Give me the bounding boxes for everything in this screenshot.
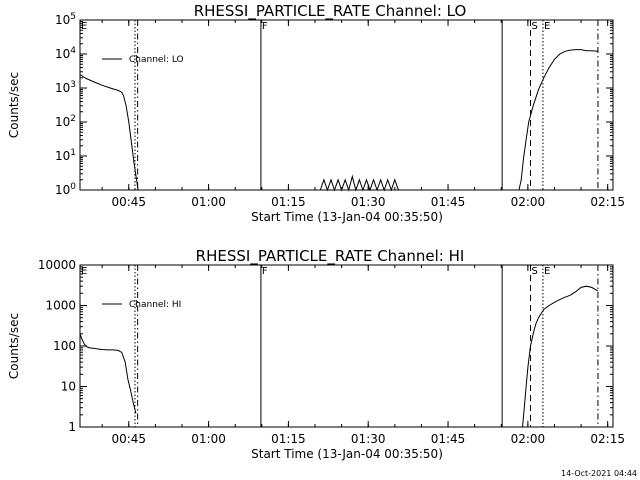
time-marker-label: F: [262, 21, 268, 32]
x-axis-label: Start Time (13-Jan-04 00:35:50): [251, 447, 443, 461]
x-tick-label: 00:45: [111, 432, 146, 446]
x-tick-label: 01:00: [191, 195, 226, 209]
y-tick-label: 1: [68, 420, 76, 434]
y-axis-label: Counts/sec: [7, 313, 21, 379]
x-tick-label: 01:00: [191, 432, 226, 446]
x-tick-label: 02:15: [590, 195, 625, 209]
x-tick-label: 01:15: [271, 195, 306, 209]
time-marker-label: E: [81, 21, 87, 32]
x-tick-label: 02:00: [511, 195, 546, 209]
panel-hi: RHESSI_PARTICLE_RATE Channel: HI 00:45 01:…: [7, 247, 625, 461]
y-tick-label: 101: [55, 148, 76, 163]
data-line: [319, 174, 401, 192]
y-tick-label: 1000: [45, 299, 76, 313]
footer-date: 14-Oct-2021 04:44: [561, 469, 637, 478]
time-marker-label: S: [532, 21, 538, 32]
y-tick-label: 103: [55, 80, 76, 95]
time-marker-label: E: [544, 266, 550, 277]
x-tick-label: 02:15: [590, 432, 625, 446]
x-tick-label: 02:00: [511, 432, 546, 446]
data-line: [522, 285, 599, 428]
plot-frame: [79, 264, 614, 428]
y-tick-label: 100: [53, 339, 76, 353]
y-tick-label: 10: [61, 380, 76, 394]
data-line: [79, 333, 137, 414]
x-tick-label: 01:30: [351, 432, 386, 446]
time-marker-label: S: [532, 266, 538, 277]
y-tick-label: 105: [55, 12, 76, 27]
y-axis-label: Counts/sec: [7, 72, 21, 138]
x-axis-label: Start Time (13-Jan-04 00:35:50): [251, 210, 443, 224]
legend-label: Channel: HI: [129, 300, 181, 310]
x-tick-label: 00:45: [111, 195, 146, 209]
time-marker-label: E: [81, 266, 87, 277]
time-marker-label: E: [544, 21, 550, 32]
chart-title: RHESSI_PARTICLE_RATE Channel: HI: [196, 247, 465, 266]
y-tick-label: 10000: [38, 258, 76, 272]
x-tick-label: 01:45: [431, 195, 466, 209]
time-marker-label: F: [262, 266, 268, 277]
data-line: [518, 49, 598, 191]
y-tick-label: 104: [55, 46, 76, 61]
chart-title: RHESSI_PARTICLE_RATE Channel: LO: [194, 2, 467, 21]
y-tick-label: 102: [55, 114, 76, 129]
x-tick-label: 01:15: [271, 432, 306, 446]
panel-lo: RHESSI_PARTICLE_RATE Channel: LO 00:45 01:…: [7, 2, 625, 224]
y-tick-label: 100: [55, 182, 76, 197]
data-line: [79, 74, 139, 191]
x-tick-label: 01:30: [351, 195, 386, 209]
x-tick-label: 01:45: [431, 432, 466, 446]
legend-label: Channel: LO: [129, 55, 184, 65]
